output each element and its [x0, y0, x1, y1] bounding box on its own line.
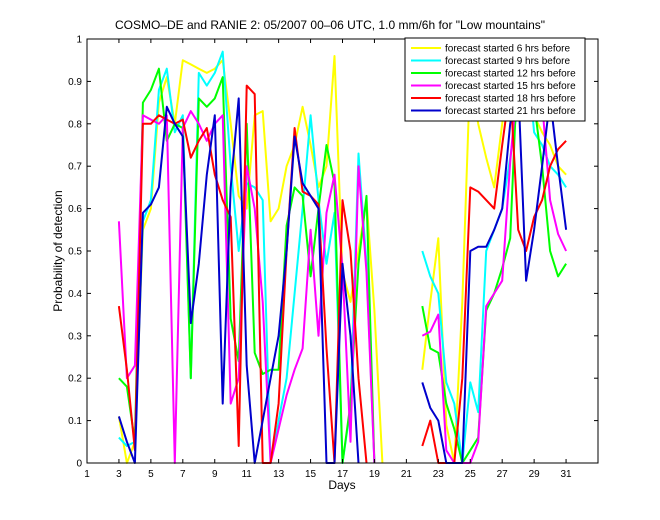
x-tick-label: 5: [148, 469, 154, 480]
legend-label-0: forecast started 6 hrs before: [445, 44, 571, 55]
y-tick-label: 0.4: [68, 289, 82, 300]
chart-title: COSMO–DE and RANIE 2: 05/2007 00–06 UTC,…: [115, 18, 545, 32]
y-tick-label: 0.1: [68, 416, 82, 427]
x-tick-label: 29: [529, 469, 541, 480]
x-tick-label: 1: [84, 469, 90, 480]
legend-label-5: forecast started 21 hrs before: [445, 106, 576, 117]
axis-ticks: 1 3 5 7 9 11 13 15 17 19 21 23 25 27 29 3100.10.20.30.4…: [68, 35, 598, 480]
y-tick-label: 0.6: [68, 204, 82, 215]
x-tick-label: 15: [305, 469, 317, 480]
y-tick-label: 0.8: [68, 119, 82, 130]
y-tick-label: 0.7: [68, 162, 82, 173]
y-tick-label: 0.2: [68, 374, 82, 385]
x-tick-label: 21: [401, 469, 413, 480]
x-tick-label: 27: [497, 469, 509, 480]
x-tick-label: 11: [241, 469, 252, 480]
y-tick-label: 0.5: [68, 247, 82, 258]
x-tick-label: 7: [180, 469, 186, 480]
legend-label-2: forecast started 12 hrs before: [445, 69, 576, 80]
x-tick-label: 25: [465, 469, 477, 480]
x-tick-label: 23: [433, 469, 445, 480]
x-tick-label: 9: [212, 469, 218, 480]
x-tick-label: 3: [116, 469, 122, 480]
legend-label-3: forecast started 15 hrs before: [445, 81, 576, 92]
legend-label-1: forecast started 9 hrs before: [445, 56, 571, 67]
legend-box: [404, 37, 586, 122]
x-tick-label: 17: [337, 469, 349, 480]
x-tick-label: 19: [369, 469, 381, 480]
x-tick-label: 31: [561, 469, 573, 480]
series-line-0: [117, 42, 567, 464]
legend-label-4: forecast started 18 hrs before: [445, 94, 576, 105]
x-tick-label: 13: [273, 469, 285, 480]
y-tick-label: 0.3: [68, 331, 82, 342]
y-tick-label: 0.9: [68, 77, 82, 88]
y-tick-label: 0: [76, 459, 82, 470]
x-axis-title: Days: [328, 478, 355, 492]
y-axis-title: Probability of detection: [51, 190, 65, 311]
y-tick-label: 1: [76, 35, 82, 46]
